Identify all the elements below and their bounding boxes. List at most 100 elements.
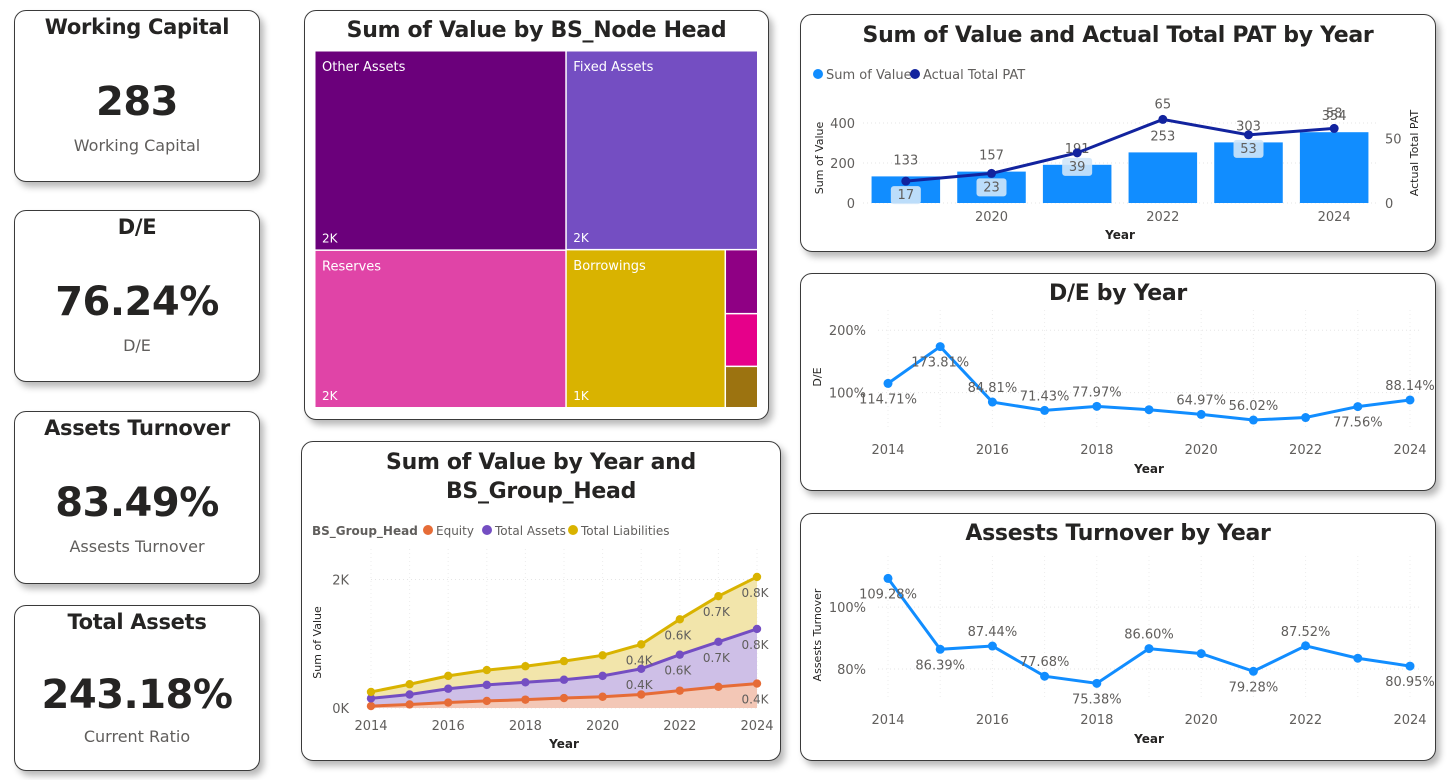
data-point <box>714 591 723 601</box>
data-point <box>714 637 723 647</box>
x-tick-label: 2024 <box>1393 443 1426 458</box>
data-point <box>444 671 453 681</box>
data-point <box>1196 409 1206 419</box>
data-point <box>1092 678 1102 688</box>
chart-title: D/E by Year <box>1049 281 1187 306</box>
data-point <box>637 664 646 674</box>
chart-title: Sum of Value by BS_Node Head <box>346 18 727 43</box>
data-label: 77.56% <box>1333 416 1383 431</box>
x-axis-title: Year <box>1133 732 1164 746</box>
chart-title: Assests Turnover by Year <box>965 521 1271 546</box>
pat-label-bg <box>1062 157 1093 176</box>
data-label: 0.4K <box>626 678 654 692</box>
treemap-tile <box>315 51 566 250</box>
data-point <box>598 671 607 681</box>
data-label: 88.14% <box>1385 379 1435 394</box>
treemap-chart[interactable]: Other Assets 2K Fixed Assets 2K Reserves 2K Bo… <box>305 11 769 420</box>
bar-value-label: 253 <box>1150 129 1175 144</box>
treemap-card[interactable]: Sum of Value by BS_Node Head Other Asset… <box>304 10 769 420</box>
data-label: 109.28% <box>859 587 917 602</box>
y-tick-label: 200% <box>829 324 866 339</box>
y-tick-label: 100% <box>829 601 866 616</box>
legend-marker <box>423 525 433 535</box>
data-point <box>559 675 569 684</box>
y-tick-label: 0K <box>332 702 349 717</box>
y-tick-label: 2K <box>332 573 349 588</box>
y2-axis-title: Actual Total PAT <box>1408 109 1421 196</box>
bar-value-label: 133 <box>893 153 918 168</box>
y-tick-label: 0 <box>847 197 855 212</box>
data-point <box>987 397 997 407</box>
data-point <box>482 665 491 675</box>
treemap-tile <box>566 250 725 407</box>
legend-label-sum-of-value: Sum of Value <box>826 68 912 83</box>
data-label: 79.28% <box>1229 680 1279 695</box>
x-axis-title: Year <box>1133 462 1164 476</box>
data-point <box>1092 401 1102 411</box>
data-label: 0.4K <box>626 653 654 667</box>
y-tick-label: 200 <box>830 157 855 172</box>
x-tick-label: 2022 <box>1289 443 1322 458</box>
data-point <box>405 700 414 709</box>
legend-marker <box>568 525 578 535</box>
kpi-card-assets-turnover[interactable]: Assets Turnover 83.49% Assests Turnover <box>14 411 260 584</box>
x-tick-label: 2022 <box>1146 210 1179 225</box>
kpi-label: D/E <box>123 336 151 355</box>
bar-value-label: 157 <box>979 149 1004 164</box>
data-label: 0.7K <box>703 605 731 619</box>
kpi-label: Working Capital <box>73 136 201 155</box>
data-point <box>883 573 893 583</box>
data-label: 77.68% <box>1020 655 1070 670</box>
data-point <box>1144 405 1154 415</box>
data-label: 86.60% <box>1124 628 1174 643</box>
data-point <box>987 641 997 651</box>
data-point <box>1405 661 1415 671</box>
legend-marker <box>482 525 492 535</box>
legend-label: Total Assets <box>494 524 566 538</box>
kpi-label: Assests Turnover <box>69 537 205 556</box>
area-chart[interactable]: BS_Group_Head Equity Total Assets Total Lia… <box>302 442 781 761</box>
bar-value-label: 354 <box>1322 109 1347 124</box>
x-tick-label: 2022 <box>663 719 696 734</box>
data-point <box>444 698 453 707</box>
x-tick-label: 2024 <box>1393 713 1426 728</box>
data-point <box>482 680 491 690</box>
kpi-label: Current Ratio <box>83 727 191 746</box>
data-point <box>675 686 684 695</box>
x-tick-label: 2014 <box>354 719 387 734</box>
turnover-line-chart[interactable]: 80% 100%109.28% 86.39% 87.44%77.68% 75.38% 86… <box>801 514 1436 761</box>
treemap-tile-label: Fixed Assets <box>573 60 653 75</box>
data-label: 75.38% <box>1072 692 1122 707</box>
data-label: 86.39% <box>915 658 965 673</box>
data-point <box>1353 402 1363 412</box>
combo-chart[interactable]: Sum of Value Actual Total PAT 0 200 400 0 50 13… <box>801 15 1436 252</box>
pat-value-label: 23 <box>983 180 1000 195</box>
x-tick-label: 2020 <box>586 719 619 734</box>
x-tick-label: 2018 <box>509 719 542 734</box>
pat-value-label: 58 <box>1326 106 1343 121</box>
x-tick-label: 2020 <box>1185 443 1218 458</box>
kpi-value: 283 <box>96 79 179 125</box>
pat-label-bg <box>1233 139 1264 158</box>
data-point <box>366 694 376 703</box>
data-point <box>675 615 684 624</box>
kpi-title: Total Assets <box>67 610 207 634</box>
kpi-card-total-assets[interactable]: Total Assets 243.18% Current Ratio <box>14 605 260 771</box>
data-label: 173.81% <box>911 356 969 371</box>
area-chart-card[interactable]: Sum of Value by Year and BS_Group_Head B… <box>301 441 781 761</box>
data-point <box>366 701 376 711</box>
kpi-card-working-capital[interactable]: Working Capital 283 Working Capital <box>14 10 260 182</box>
data-point <box>1405 395 1415 405</box>
treemap-value-label: 2K <box>322 231 339 245</box>
x-tick-label: 2024 <box>1318 210 1351 225</box>
turnover-line-card[interactable]: Assests Turnover by Year 80% 100% 109.28% 8… <box>800 513 1436 761</box>
combo-chart-card[interactable]: Sum of Value and Actual Total PAT by Yea… <box>800 14 1436 252</box>
data-point <box>521 695 530 704</box>
pat-point <box>1158 114 1168 124</box>
kpi-card-de[interactable]: D/E 76.24% D/E <box>14 210 260 382</box>
data-point <box>1144 644 1154 654</box>
de-line-card[interactable]: D/E by Year 100% 200% 114.71% 173.81% 84.81%… <box>800 273 1436 491</box>
pat-label-bg <box>890 186 921 205</box>
de-line-chart[interactable]: 100% 200% 114.71% 173.81% 84.81%71.43% 77.97%… <box>801 274 1436 491</box>
data-point <box>637 690 646 699</box>
